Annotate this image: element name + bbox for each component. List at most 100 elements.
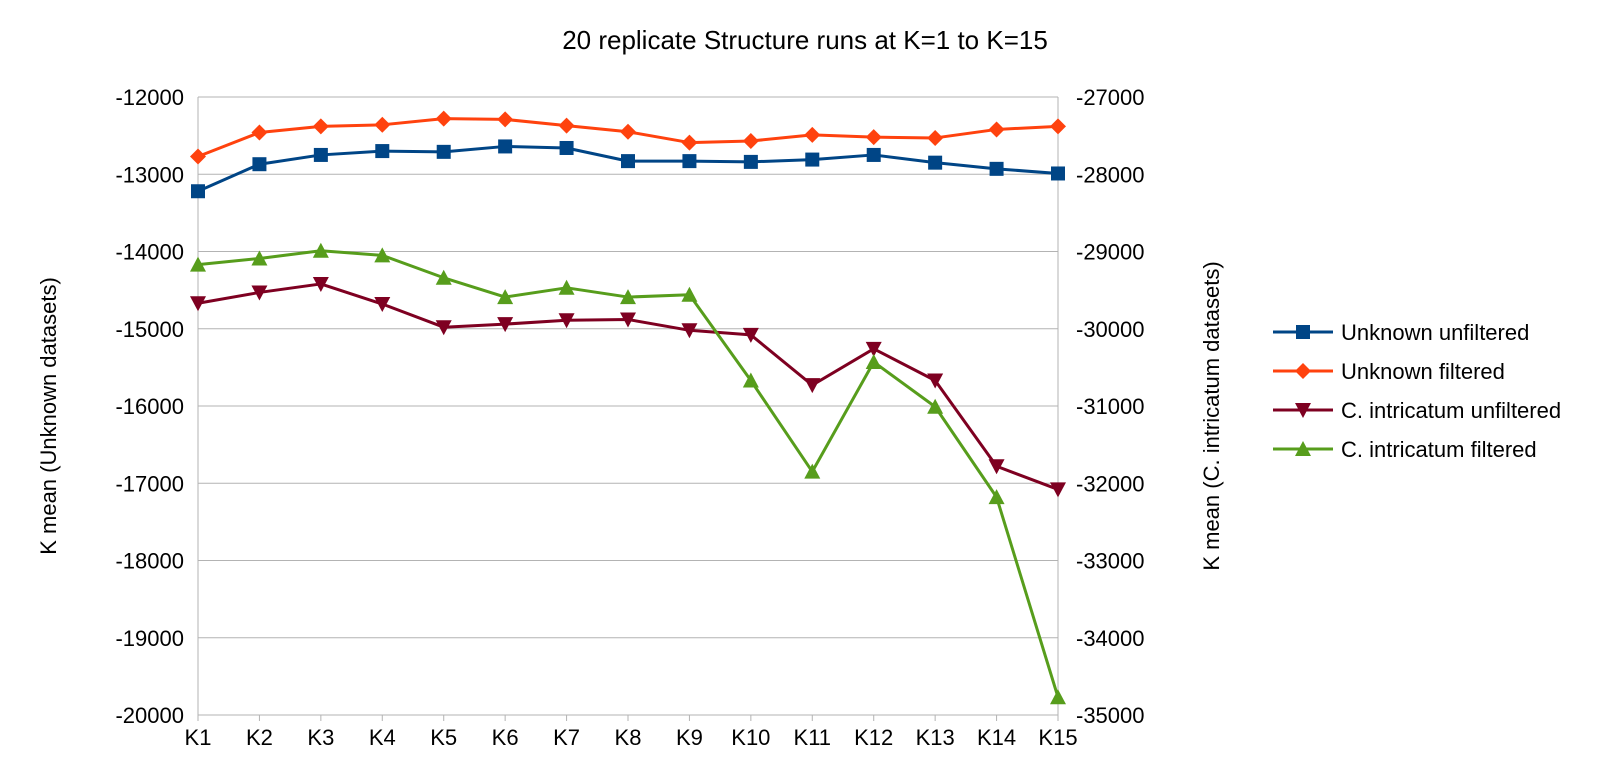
y-left-tick-label: -17000 bbox=[115, 471, 184, 496]
x-tick-label: K6 bbox=[492, 725, 519, 750]
y-left-tick-label: -18000 bbox=[115, 549, 184, 574]
x-tick-label: K13 bbox=[916, 725, 955, 750]
data-point bbox=[742, 133, 759, 150]
y-right-tick-label: -28000 bbox=[1076, 162, 1145, 187]
data-point bbox=[313, 147, 328, 162]
data-point bbox=[435, 110, 452, 127]
y-left-tick-label: -15000 bbox=[115, 317, 184, 342]
data-point bbox=[681, 134, 698, 151]
y-right-tick-label: -33000 bbox=[1076, 549, 1145, 574]
x-tick-label: K7 bbox=[553, 725, 580, 750]
x-tick-label: K12 bbox=[854, 725, 893, 750]
y-left-tick-label: -20000 bbox=[115, 703, 184, 728]
data-point bbox=[498, 139, 513, 154]
data-point bbox=[559, 140, 574, 155]
y-right-tick-label: -34000 bbox=[1076, 626, 1145, 651]
legend-item: C. intricatum filtered bbox=[1273, 437, 1537, 462]
chart-title: 20 replicate Structure runs at K=1 to K=… bbox=[562, 25, 1048, 55]
data-point bbox=[682, 154, 697, 169]
data-point bbox=[497, 317, 514, 333]
data-point bbox=[251, 124, 268, 141]
data-point bbox=[804, 463, 821, 479]
data-point bbox=[681, 286, 698, 302]
y-right-tick-label: -30000 bbox=[1076, 317, 1145, 342]
x-tick-label: K3 bbox=[307, 725, 334, 750]
data-point bbox=[1050, 482, 1066, 498]
y-axis-left-label: K mean (Unknown datasets) bbox=[36, 277, 61, 555]
legend-label: C. intricatum filtered bbox=[1341, 437, 1537, 462]
legend-swatch-marker bbox=[1295, 441, 1311, 456]
data-point bbox=[558, 279, 575, 295]
data-point bbox=[742, 327, 759, 343]
series-lines bbox=[190, 110, 1066, 705]
x-tick-label: K8 bbox=[615, 725, 642, 750]
data-point bbox=[251, 250, 268, 266]
legend-swatch-marker bbox=[1295, 363, 1311, 379]
y-left-tick-label: -12000 bbox=[115, 85, 184, 110]
data-point bbox=[1051, 166, 1065, 181]
x-tick-label: K2 bbox=[246, 725, 273, 750]
x-tick-label: K14 bbox=[977, 725, 1016, 750]
legend-label: Unknown filtered bbox=[1341, 359, 1505, 384]
data-point bbox=[191, 184, 205, 199]
data-point bbox=[928, 155, 943, 170]
legend-label: Unknown unfiltered bbox=[1341, 320, 1529, 345]
x-tick-label: K1 bbox=[185, 725, 212, 750]
legend-item: Unknown filtered bbox=[1273, 359, 1505, 384]
y-left-tick-label: -14000 bbox=[115, 240, 184, 265]
data-point bbox=[435, 269, 452, 285]
y-left-tick-label: -19000 bbox=[115, 626, 184, 651]
y-right-tick-label: -31000 bbox=[1076, 394, 1145, 419]
data-point bbox=[988, 459, 1005, 475]
y-right-tick-label: -29000 bbox=[1076, 240, 1145, 265]
x-tick-label: K11 bbox=[794, 725, 832, 750]
y-right-tick-label: -32000 bbox=[1076, 471, 1145, 496]
data-point bbox=[558, 313, 575, 329]
data-point bbox=[621, 154, 635, 169]
data-point bbox=[989, 161, 1004, 176]
data-point bbox=[374, 297, 391, 313]
y-left-tick-label: -13000 bbox=[115, 162, 184, 187]
data-point bbox=[312, 276, 329, 292]
x-tick-label: K9 bbox=[676, 725, 703, 750]
data-point bbox=[374, 247, 391, 263]
x-tick-label: K15 bbox=[1038, 725, 1077, 750]
y-left-tick-label: -16000 bbox=[115, 394, 184, 419]
data-point bbox=[927, 129, 944, 146]
data-point bbox=[1050, 689, 1066, 705]
data-point bbox=[620, 123, 636, 140]
legend-swatch-marker bbox=[1295, 403, 1311, 418]
data-point bbox=[497, 289, 514, 305]
data-point bbox=[865, 353, 882, 369]
data-point bbox=[374, 116, 391, 133]
series-group bbox=[190, 242, 1066, 705]
x-tick-label: K4 bbox=[369, 725, 396, 750]
data-point bbox=[312, 118, 329, 135]
series-group bbox=[190, 276, 1066, 498]
x-tick-label: K10 bbox=[731, 725, 770, 750]
legend-item: C. intricatum unfiltered bbox=[1273, 398, 1561, 423]
data-point bbox=[743, 154, 758, 169]
data-point bbox=[865, 129, 882, 146]
data-point bbox=[620, 312, 636, 328]
data-point bbox=[435, 320, 452, 336]
data-point bbox=[1050, 118, 1066, 135]
data-point bbox=[988, 121, 1005, 138]
data-point bbox=[805, 152, 820, 167]
legend: Unknown unfiltered Unknown filtered C. int… bbox=[1273, 320, 1561, 462]
data-point bbox=[312, 242, 329, 258]
data-point bbox=[865, 341, 882, 357]
data-point bbox=[988, 489, 1005, 505]
data-point bbox=[804, 126, 821, 143]
x-tick-label: K5 bbox=[430, 725, 457, 750]
legend-item: Unknown unfiltered bbox=[1273, 320, 1529, 345]
legend-label: C. intricatum unfiltered bbox=[1341, 398, 1561, 423]
data-point bbox=[558, 117, 575, 134]
y-axis-right-label: K mean (C. intricatum datasets) bbox=[1199, 261, 1224, 570]
y-right-tick-label: -35000 bbox=[1076, 703, 1145, 728]
data-point bbox=[742, 372, 759, 388]
data-point bbox=[375, 144, 390, 159]
data-point bbox=[497, 111, 514, 128]
